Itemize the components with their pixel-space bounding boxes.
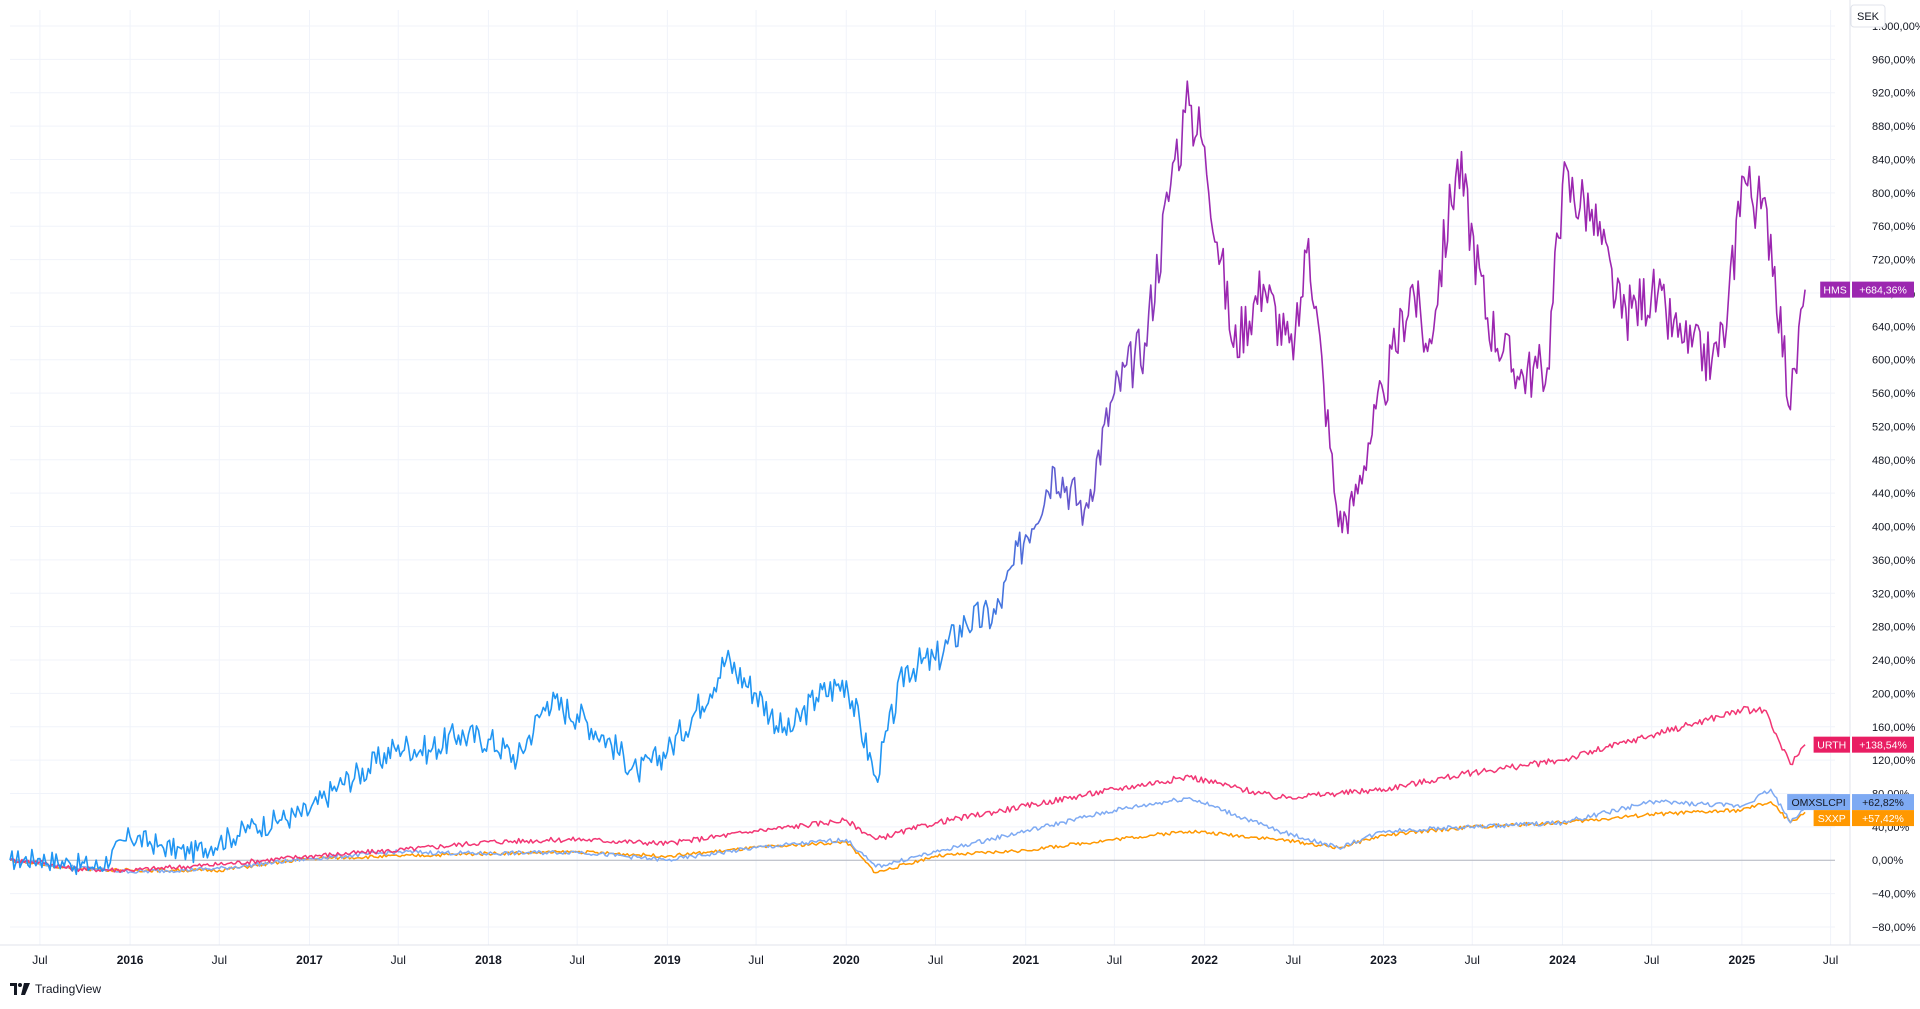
y-tick-label: 360,00% [1872,555,1916,567]
last-value-omxslcpi: OMXSLCPI +62,82% [1787,794,1914,811]
y-tick-label: 880,00% [1872,121,1916,133]
y-tick-label: 160,00% [1872,722,1916,734]
tradingview-attribution[interactable]: TradingView [10,979,101,999]
grid [10,10,1835,945]
x-axis[interactable]: Jul 2016 Jul 2017 Jul 2018 Jul 2019 Jul 2020 Jul 20… [0,944,1920,967]
y-tick-label: 800,00% [1872,188,1916,200]
x-tick-label: Jul [928,953,943,967]
y-tick-label: 200,00% [1872,688,1916,700]
chart-svg[interactable]: −80,00%−40,00%0,00%40,00%80,00%120,00%16… [0,0,1920,985]
brand-label: TradingView [35,982,102,996]
x-tick-label: 2024 [1549,953,1576,967]
x-tick-label: Jul [569,953,584,967]
x-tick-label: 2020 [833,953,860,967]
x-tick-label: 2019 [654,953,681,967]
series-name-label: URTH [1817,740,1846,752]
x-tick-label: Jul [212,953,227,967]
y-tick-label: 0,00% [1872,855,1903,867]
x-tick-label: Jul [1286,953,1301,967]
series-value-label: +138,54% [1859,740,1907,752]
series-line-urth[interactable] [9,705,1806,874]
y-tick-label: 720,00% [1872,255,1916,267]
y-tick-label: 960,00% [1872,54,1916,66]
x-tick-label: 2025 [1729,953,1756,967]
y-tick-label: 520,00% [1872,421,1916,433]
series-value-label: +57,42% [1862,813,1904,825]
series-name-label: HMS [1823,285,1846,297]
x-tick-label: Jul [391,953,406,967]
y-tick-label: 600,00% [1872,355,1916,367]
series-name-label: SXXP [1818,813,1846,825]
last-value-urth: URTH +138,54% [1813,736,1914,753]
currency-label: SEK [1857,11,1880,23]
x-tick-label: Jul [32,953,47,967]
y-tick-label: 640,00% [1872,321,1916,333]
x-tick-label: Jul [748,953,763,967]
y-tick-label: 440,00% [1872,488,1916,500]
series-value-label: +684,36% [1859,285,1907,297]
series-line-hms[interactable] [9,80,1806,876]
y-tick-label: 280,00% [1872,622,1916,634]
y-tick-label: 560,00% [1872,388,1916,400]
x-tick-label: 2018 [475,953,502,967]
x-tick-label: 2021 [1012,953,1039,967]
y-tick-label: 400,00% [1872,522,1916,534]
x-tick-label: Jul [1107,953,1122,967]
series-value-label: +62,82% [1862,797,1904,809]
x-tick-label: Jul [1465,953,1480,967]
currency-box[interactable]: SEK [1850,4,1886,28]
last-value-labels: HMS +684,36%URTH +138,54%OMXSLCPI +62,82%SX… [1787,281,1914,827]
tradingview-logo-icon [10,983,30,995]
last-value-hms: HMS +684,36% [1820,281,1914,298]
x-tick-label: 2016 [117,953,144,967]
y-tick-label: 920,00% [1872,88,1916,100]
y-tick-label: 120,00% [1872,755,1916,767]
series-layer [9,80,1806,876]
y-tick-label: −40,00% [1872,889,1916,901]
y-tick-label: 480,00% [1872,455,1916,467]
last-value-sxxp: SXXP +57,42% [1813,810,1914,827]
x-tick-label: Jul [1823,953,1838,967]
x-tick-label: Jul [1644,953,1659,967]
y-tick-label: 320,00% [1872,588,1916,600]
y-tick-label: 840,00% [1872,154,1916,166]
x-tick-label: 2017 [296,953,323,967]
y-tick-label: 760,00% [1872,221,1916,233]
x-tick-label: 2023 [1370,953,1397,967]
y-tick-label: −80,00% [1872,922,1916,934]
series-name-label: OMXSLCPI [1791,797,1845,809]
x-tick-label: 2022 [1191,953,1218,967]
y-tick-label: 240,00% [1872,655,1916,667]
